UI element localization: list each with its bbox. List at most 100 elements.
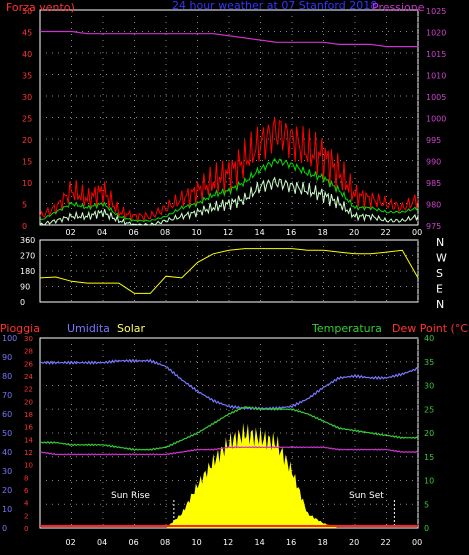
pressure-tick-label: 995 [426,136,441,145]
rain-tick-label: 12 [24,449,33,457]
sun-rise-label: Sun Rise [111,491,150,501]
pressure-tick-label: 1020 [426,29,446,38]
wind-avg-line [39,157,419,223]
temp-tick-label: 35 [424,358,434,367]
rain-tick-label: 28 [24,348,33,356]
temp-tick-label: 20 [424,429,434,438]
wind-chart-frame [39,9,419,226]
rain-tick-label: 16 [24,424,33,432]
humidity-tick-label: 90 [2,353,12,362]
direction-tick-label: 360 [20,236,35,245]
compass-label: S [436,267,443,280]
temp-tick-label: 40 [424,334,434,343]
rain-tick-label: 20 [24,398,33,406]
direction-tick-label: 180 [20,267,35,276]
x-tick-label: 04 [97,228,107,237]
x-tick-label: 16 [286,538,296,547]
rain-tick-label: 4 [24,500,29,508]
rain-tick-label: 0 [24,525,28,533]
pressure-tick-label: 1025 [426,7,446,16]
rain-tick-label: 10 [24,462,33,470]
pressure-tick-label: 985 [426,179,441,188]
temp-tick-label: 30 [424,382,434,391]
compass-label: N [436,298,444,311]
x-tick-label: 00 [412,538,422,547]
temperature-line [39,406,419,452]
temperatura-axis-title: Temperatura [311,322,382,335]
wind-tick-label: 10 [22,179,32,188]
humidity-tick-label: 0 [2,524,7,533]
rain-tick-label: 26 [24,360,33,368]
x-tick-label: 14 [255,538,265,547]
x-tick-label: 00 [412,228,422,237]
pressure-tick-label: 1010 [426,72,446,81]
humidity-tick-label: 30 [2,467,12,476]
chart-title: 24 hour weather at 07 Stanford 2018 [172,0,377,12]
temp-tick-label: 5 [424,500,429,509]
rain-tick-label: 2 [24,512,28,520]
wind-low-line [39,176,419,226]
x-tick-label: 02 [66,538,76,547]
wind-tick-label: 25 [22,115,32,124]
x-tick-label: 18 [318,228,328,237]
pressure-tick-label: 980 [426,201,441,210]
temp-tick-label: 10 [424,477,434,486]
pressure-line [40,30,418,48]
wind-axis-title: Forza vento) [6,1,75,14]
wind-chart: 0510152025303540455097598098599099510001… [22,7,446,237]
x-tick-label: 16 [286,228,296,237]
dewpoint-line [39,446,419,456]
x-tick-label: 12 [223,538,233,547]
dewpoint-axis-title: Dew Point (°C) [392,322,469,335]
temp-tick-label: 0 [424,524,429,533]
temp-tick-label: 25 [424,405,434,414]
wind-tick-label: 35 [22,72,32,81]
humidity-tick-label: 70 [2,391,12,400]
humidity-tick-label: 40 [2,448,12,457]
rain-tick-label: 24 [24,373,33,381]
x-tick-label: 10 [192,228,202,237]
wind-tick-label: 40 [22,50,32,59]
x-tick-label: 14 [255,228,265,237]
x-tick-label: 06 [129,228,139,237]
rain-tick-label: 14 [24,436,33,444]
rain-tick-label: 22 [24,386,33,394]
pressure-axis-title: Pressione [372,1,425,14]
humidity-tick-label: 10 [2,505,12,514]
x-tick-label: 08 [160,228,170,237]
direction-tick-label: 90 [20,283,30,292]
humidity-line [39,358,419,411]
pioggia-axis-title: Pioggia [0,322,40,335]
rain-tick-label: 8 [24,474,28,482]
pressure-tick-label: 1005 [426,93,446,102]
wind-tick-label: 45 [22,29,32,38]
wind-gust-line [39,117,419,223]
rain-tick-label: 18 [24,411,33,419]
climate-chart: 0510152025303540010203040506070809010002… [2,334,434,547]
x-tick-label: 20 [349,228,359,237]
humidity-tick-label: 80 [2,372,12,381]
x-tick-label: 22 [381,228,391,237]
wind-direction-line [39,248,419,294]
pressure-tick-label: 1000 [426,115,446,124]
compass-label: W [436,252,447,265]
pressure-tick-label: 990 [426,158,441,167]
pressure-tick-label: 1015 [426,50,446,59]
x-tick-label: 04 [97,538,107,547]
wind-tick-label: 30 [22,93,32,102]
rain-tick-label: 6 [24,487,29,495]
x-tick-label: 12 [223,228,233,237]
solar-axis-title: Solar [117,322,146,335]
humidity-tick-label: 60 [2,410,12,419]
x-tick-label: 22 [381,538,391,547]
wind-tick-label: 50 [22,7,32,16]
x-tick-label: 02 [66,228,76,237]
humidity-tick-label: 100 [2,334,17,343]
wind-tick-label: 5 [22,201,27,210]
direction-tick-label: 270 [20,252,35,261]
sun-set-label: Sun Set [349,491,384,501]
temp-tick-label: 15 [424,453,434,462]
rain-tick-label: 30 [24,335,33,343]
